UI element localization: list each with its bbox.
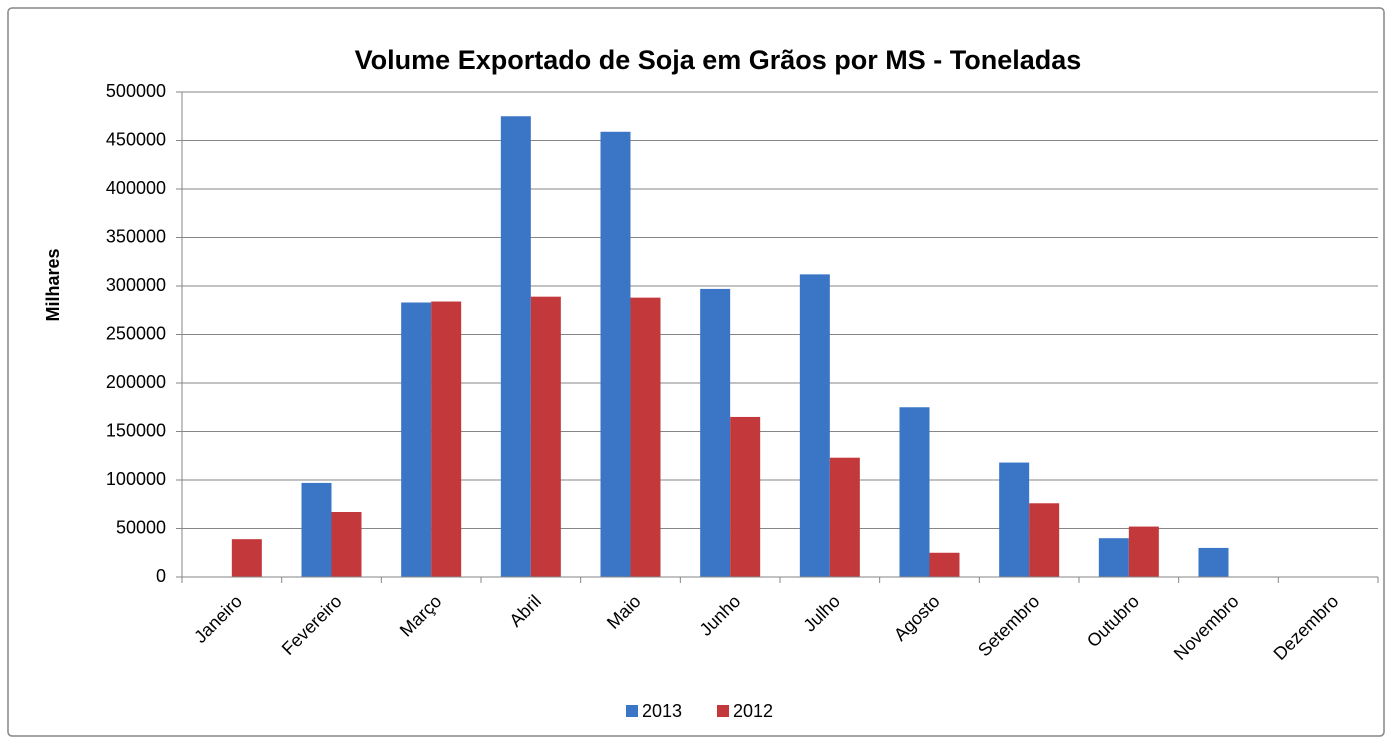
bar <box>331 512 362 577</box>
bar <box>401 302 432 577</box>
bar <box>1098 538 1129 577</box>
bar <box>700 288 731 577</box>
bar <box>829 457 860 577</box>
chart-title: Volume Exportado de Soja em Grãos por MS… <box>355 45 1082 75</box>
y-tick-label: 300000 <box>106 275 166 295</box>
bar <box>1029 503 1060 577</box>
bar <box>1198 547 1229 577</box>
bar <box>600 131 631 577</box>
bar <box>431 301 462 577</box>
y-tick-label: 150000 <box>106 420 166 440</box>
y-tick-label: 350000 <box>106 226 166 246</box>
bar <box>999 462 1030 577</box>
bar <box>929 552 960 577</box>
legend-label: 2013 <box>642 701 682 721</box>
legend-label: 2012 <box>733 701 773 721</box>
bar <box>530 296 561 577</box>
y-tick-label: 400000 <box>106 178 166 198</box>
bar <box>500 116 531 577</box>
legend-swatch <box>717 705 729 717</box>
y-tick-label: 250000 <box>106 323 166 343</box>
y-tick-label: 0 <box>156 566 166 586</box>
y-axis-label: Milhares <box>43 248 63 321</box>
bar <box>1128 526 1159 577</box>
y-tick-label: 200000 <box>106 372 166 392</box>
y-tick-label: 50000 <box>116 517 166 537</box>
bar <box>899 407 930 577</box>
y-tick-label: 450000 <box>106 129 166 149</box>
legend-swatch <box>626 705 638 717</box>
bar <box>301 482 332 577</box>
bar <box>730 416 761 577</box>
bar <box>231 539 262 577</box>
y-tick-label: 500000 <box>106 81 166 101</box>
bar <box>630 297 661 577</box>
bar <box>799 274 830 577</box>
y-tick-label: 100000 <box>106 469 166 489</box>
